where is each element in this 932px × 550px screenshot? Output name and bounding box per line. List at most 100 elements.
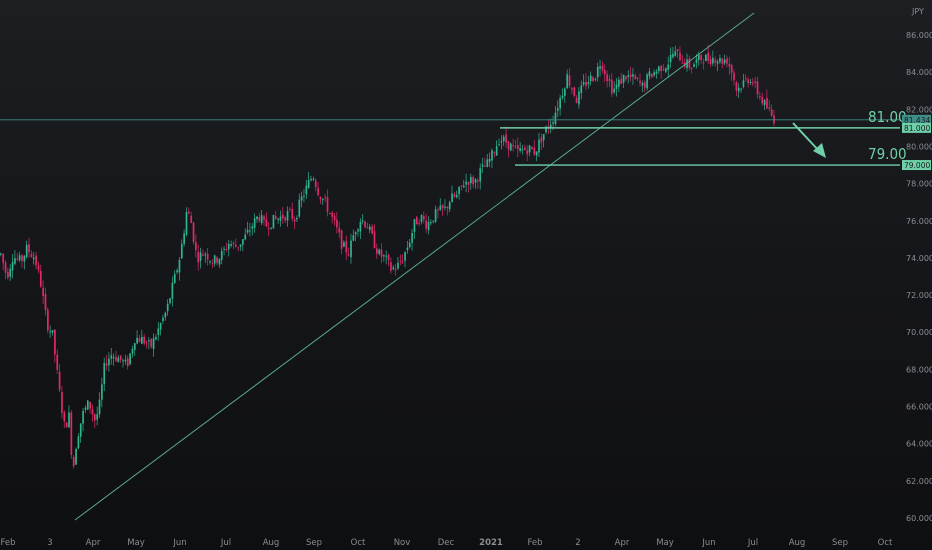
- candlestick-series: [0, 44, 775, 469]
- candle-body: [493, 152, 496, 154]
- candle-body: [406, 247, 409, 251]
- candle-body: [204, 254, 207, 256]
- candle-body: [195, 242, 197, 251]
- candle-body: [674, 51, 677, 56]
- candle-body: [9, 268, 12, 277]
- candle-body: [467, 181, 470, 185]
- candle-body: [331, 212, 334, 217]
- candle-body: [91, 408, 94, 415]
- candle-body: [639, 80, 641, 84]
- candle-body: [603, 70, 606, 75]
- price-axis[interactable]: 86.000 84.000 82.000 80.000 78.000 76.000 74.0…: [906, 31, 932, 523]
- candle-body: [164, 312, 167, 318]
- candle-body: [162, 317, 164, 322]
- candle-body: [89, 401, 91, 409]
- candle-body: [418, 223, 420, 225]
- x-tick-label: Apr: [615, 538, 630, 548]
- candle-body: [688, 58, 691, 68]
- candle-body: [347, 254, 350, 256]
- candle-body: [319, 196, 322, 200]
- candle-body: [726, 58, 728, 64]
- candle-body: [653, 72, 655, 76]
- candle-body: [188, 211, 190, 214]
- candle-body: [383, 255, 385, 257]
- candle-body: [686, 59, 688, 69]
- candle-body: [227, 243, 230, 250]
- arrow-head-icon: [813, 143, 826, 158]
- level-81-label: 81.00: [868, 108, 907, 126]
- time-axis[interactable]: Feb 3 Apr May Jun Jul Aug Sep Oct Nov Dec 2021 Feb 2 A…: [0, 538, 893, 548]
- candle-body: [453, 193, 456, 197]
- candle-body: [145, 342, 148, 344]
- y-tick-label: 74.000: [906, 254, 932, 263]
- candle-body: [18, 255, 21, 261]
- candle-body: [110, 355, 113, 359]
- candle-body: [749, 82, 752, 84]
- candle-body: [477, 179, 479, 182]
- candle-body: [486, 159, 489, 167]
- candle-body: [646, 74, 648, 89]
- candle-body: [636, 77, 639, 79]
- candle-body: [629, 74, 632, 77]
- candle-body: [571, 87, 573, 90]
- current-price-tag: 81.434: [902, 114, 931, 125]
- candle-body: [423, 215, 425, 220]
- ascending-trendline[interactable]: [74, 12, 755, 521]
- candle-body: [4, 262, 7, 273]
- candle-body: [77, 436, 80, 449]
- candle-body: [712, 57, 714, 64]
- candle-body: [202, 254, 204, 256]
- candle-body: [721, 58, 724, 65]
- candle-body: [364, 221, 366, 228]
- svg-text:81.434: 81.434: [904, 116, 930, 125]
- candle-body: [608, 78, 611, 82]
- candle-body: [498, 144, 500, 146]
- candle-body: [641, 82, 644, 86]
- candle-body: [676, 49, 679, 52]
- candle-body: [190, 215, 193, 224]
- candle-body: [166, 303, 169, 312]
- candle-body: [220, 251, 223, 260]
- candle-body: [430, 222, 432, 224]
- candle-body: [333, 215, 336, 221]
- candle-body: [317, 187, 319, 195]
- candle-body: [514, 146, 517, 148]
- candle-body: [538, 139, 540, 153]
- x-tick-label: May: [656, 538, 674, 548]
- candle-body: [655, 71, 658, 74]
- y-tick-label: 84.000: [906, 68, 932, 77]
- y-tick-label: 64.000: [906, 440, 932, 449]
- candle-body: [474, 179, 477, 183]
- candle-body: [58, 371, 61, 390]
- candle-body: [549, 124, 552, 128]
- candle-body: [305, 185, 308, 195]
- candle-body: [573, 87, 576, 96]
- candle-body: [223, 248, 225, 250]
- candle-body: [702, 62, 705, 64]
- candle-body: [7, 271, 9, 278]
- candle-body: [425, 220, 428, 229]
- candle-body: [44, 293, 47, 311]
- candle-body: [432, 220, 435, 222]
- candle-body: [611, 79, 613, 94]
- candle-body: [199, 252, 202, 261]
- candle-body: [47, 309, 49, 331]
- candle-body: [173, 274, 176, 284]
- candle-body: [714, 59, 717, 63]
- candle-body: [397, 262, 399, 269]
- candle-body: [411, 232, 413, 243]
- candle-body: [286, 211, 289, 221]
- candle-body: [2, 253, 5, 263]
- candle-body: [589, 75, 592, 82]
- candle-body: [42, 287, 44, 296]
- x-tick-label: Jul: [747, 538, 758, 548]
- candle-body: [21, 255, 23, 262]
- candle-body: [138, 338, 141, 342]
- candle-body: [350, 240, 352, 258]
- candle-body: [289, 208, 291, 210]
- candle-body: [554, 112, 557, 124]
- candle-body: [768, 107, 771, 109]
- candle-body: [171, 282, 174, 299]
- candle-body: [357, 229, 359, 232]
